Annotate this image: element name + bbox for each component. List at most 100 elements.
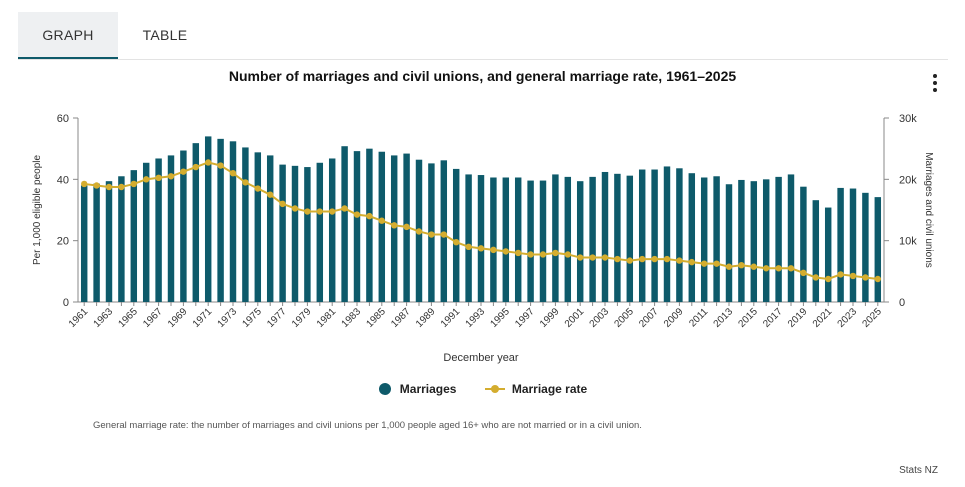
bar-marriages — [576, 181, 584, 302]
bar-marriages — [180, 150, 187, 302]
point-marriage-rate — [378, 217, 385, 224]
x-tick-label: 1975 — [240, 306, 264, 330]
bar-marriages — [762, 179, 770, 302]
bar-marriages — [626, 175, 634, 302]
point-marriage-rate — [304, 208, 311, 215]
x-tick-label: 1997 — [513, 306, 537, 330]
point-marriage-rate — [837, 271, 844, 278]
footnote: General marriage rate: the number of mar… — [93, 420, 642, 431]
bar-marriages — [118, 176, 125, 302]
x-tick-label: 2001 — [563, 306, 587, 330]
point-marriage-rate — [725, 263, 733, 270]
bar-marriages — [638, 169, 646, 302]
chart-svg: 0 20 40 60 0 10k 20k 30k Per 1,000 eligible peop… — [32, 113, 934, 364]
point-marriage-rate — [453, 239, 460, 246]
bar-marriages — [440, 160, 448, 302]
point-marriage-rate — [130, 180, 137, 188]
point-marriage-rate — [465, 243, 472, 250]
x-tick-label: 1961 — [67, 306, 91, 330]
bar-marriages — [812, 200, 820, 302]
bar-marriages — [775, 176, 782, 302]
x-tick-label: 2007 — [637, 306, 661, 330]
tab-bar: GRAPH TABLE — [18, 12, 948, 60]
bar-marriages — [688, 173, 696, 302]
bar-marriages — [539, 180, 547, 302]
x-tick-label: 1973 — [216, 306, 240, 330]
x-tick-label: 2005 — [612, 306, 636, 330]
x-tick-label: 2003 — [588, 306, 612, 330]
point-marriage-rate — [651, 255, 658, 263]
tab-graph[interactable]: GRAPH — [18, 12, 118, 59]
point-marriage-rate — [564, 251, 571, 258]
point-marriage-rate — [490, 246, 497, 254]
point-marriage-rate — [291, 205, 299, 212]
point-marriage-rate — [267, 191, 274, 198]
bar-marriages — [366, 148, 373, 302]
point-marriage-rate — [316, 208, 323, 215]
more-options-icon[interactable] — [926, 72, 944, 94]
point-marriage-rate — [415, 228, 423, 235]
bar-marriages — [514, 177, 522, 302]
bar-marriages — [837, 187, 844, 302]
y-tick-label-left: 40 — [57, 174, 69, 186]
bar-marriages — [242, 147, 249, 302]
point-marriage-rate — [341, 205, 348, 212]
point-marriage-rate — [192, 163, 199, 171]
bar-marriages — [254, 152, 262, 302]
x-tick-label: 2025 — [860, 306, 884, 330]
bar-marriages — [378, 151, 386, 302]
bar-marriages — [229, 141, 237, 302]
point-marriage-rate — [205, 159, 212, 166]
tab-table[interactable]: TABLE — [142, 27, 188, 43]
point-marriage-rate — [800, 269, 807, 277]
bar-marriages — [663, 166, 671, 302]
bar-marriages — [738, 179, 745, 302]
bar-marriages — [167, 155, 175, 302]
point-marriage-rate — [477, 245, 485, 252]
point-marriage-rate — [812, 274, 819, 281]
bar-marriages — [130, 170, 138, 302]
point-marriage-rate — [639, 255, 646, 263]
bar-marriages — [452, 168, 460, 302]
point-marriage-rate — [440, 231, 447, 238]
point-marriage-rate — [428, 231, 435, 238]
bar-marriages — [80, 185, 88, 302]
point-marriage-rate — [539, 251, 547, 258]
point-marriage-rate — [105, 183, 113, 191]
x-tick-label: 2019 — [786, 306, 810, 330]
y-tick-label-right: 20k — [899, 174, 917, 186]
point-marriage-rate — [366, 212, 373, 220]
bar-marriages — [105, 181, 113, 302]
y-tick-label-right: 30k — [899, 113, 917, 125]
point-marriage-rate — [502, 248, 509, 255]
x-tick-label: 1993 — [464, 306, 488, 330]
legend-item-marriage-rate[interactable]: Marriage rate — [484, 382, 587, 396]
y-tick-label-left: 60 — [57, 113, 69, 125]
point-marriage-rate — [663, 255, 671, 263]
legend-line-swatch-icon — [484, 385, 505, 393]
y-tick-label-right: 10k — [899, 236, 917, 248]
bar-marriages — [601, 171, 609, 302]
point-marriage-rate — [713, 260, 720, 267]
bar-marriages — [142, 162, 150, 302]
x-tick-label: 1971 — [191, 306, 215, 330]
x-tick-label: 1995 — [488, 306, 512, 330]
point-marriage-rate — [552, 249, 559, 257]
point-marriage-rate — [738, 262, 745, 269]
point-marriage-rate — [353, 211, 361, 218]
point-marriage-rate — [862, 274, 869, 281]
x-tick-label: 1967 — [141, 306, 165, 330]
point-marriage-rate — [279, 200, 286, 208]
bar-marriages — [266, 155, 274, 302]
point-marriage-rate — [515, 249, 522, 257]
chart-title: Number of marriages and civil unions, an… — [228, 68, 737, 84]
point-marriage-rate — [589, 254, 596, 261]
x-tick-label: 1991 — [439, 306, 463, 330]
bar-marriages — [849, 188, 857, 302]
bar-marriages — [390, 155, 398, 302]
bar-marriages — [502, 177, 510, 302]
bar-marriages — [564, 176, 572, 302]
legend-item-marriages[interactable]: Marriages — [378, 382, 456, 396]
y-tick-label-left: 0 — [63, 297, 69, 309]
bar-marriages — [465, 174, 472, 302]
